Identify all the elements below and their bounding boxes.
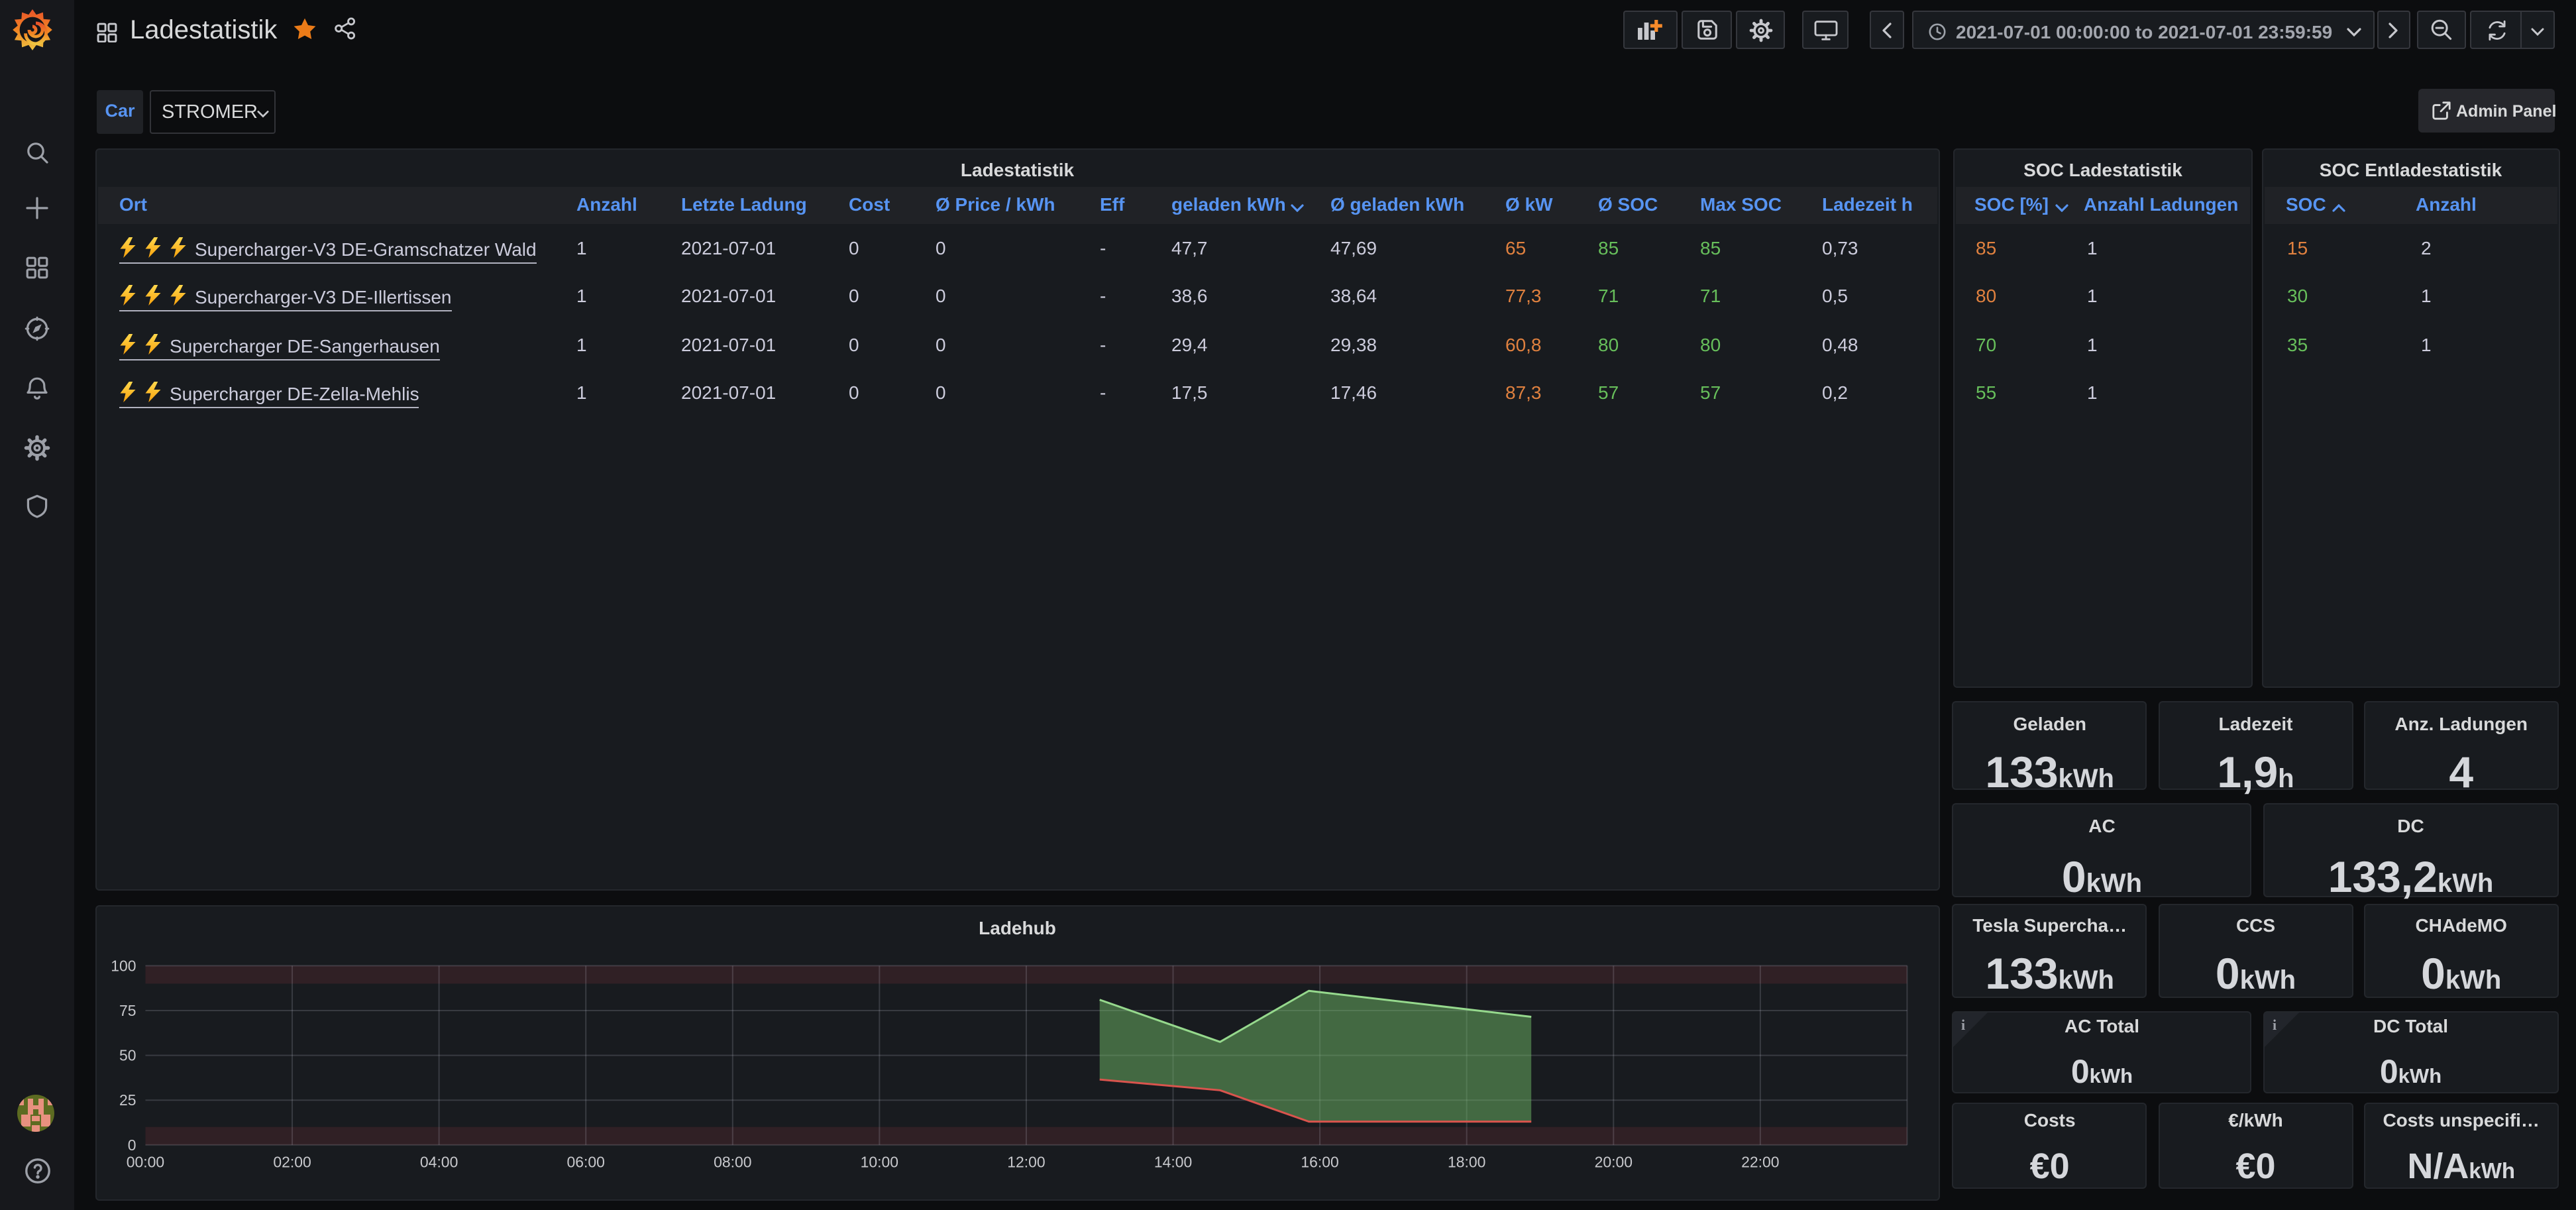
svg-text:02:00: 02:00 xyxy=(272,1154,310,1171)
svg-text:i: i xyxy=(2272,1017,2276,1034)
svg-text:22:00: 22:00 xyxy=(1741,1154,1778,1171)
svg-text:08:00: 08:00 xyxy=(713,1154,751,1171)
svg-text:00:00: 00:00 xyxy=(126,1154,164,1171)
svg-text:12:00: 12:00 xyxy=(1006,1154,1044,1171)
svg-text:100: 100 xyxy=(110,957,135,974)
svg-text:50: 50 xyxy=(119,1047,136,1064)
svg-text:20:00: 20:00 xyxy=(1594,1154,1632,1171)
svg-text:04:00: 04:00 xyxy=(419,1154,457,1171)
svg-text:i: i xyxy=(1962,1017,1966,1034)
svg-text:14:00: 14:00 xyxy=(1154,1154,1191,1171)
svg-text:16:00: 16:00 xyxy=(1300,1154,1338,1171)
svg-text:06:00: 06:00 xyxy=(566,1154,604,1171)
svg-text:75: 75 xyxy=(119,1002,136,1019)
svg-text:0: 0 xyxy=(127,1136,136,1154)
svg-text:10:00: 10:00 xyxy=(860,1154,898,1171)
svg-text:25: 25 xyxy=(119,1091,136,1109)
svg-text:18:00: 18:00 xyxy=(1447,1154,1485,1171)
